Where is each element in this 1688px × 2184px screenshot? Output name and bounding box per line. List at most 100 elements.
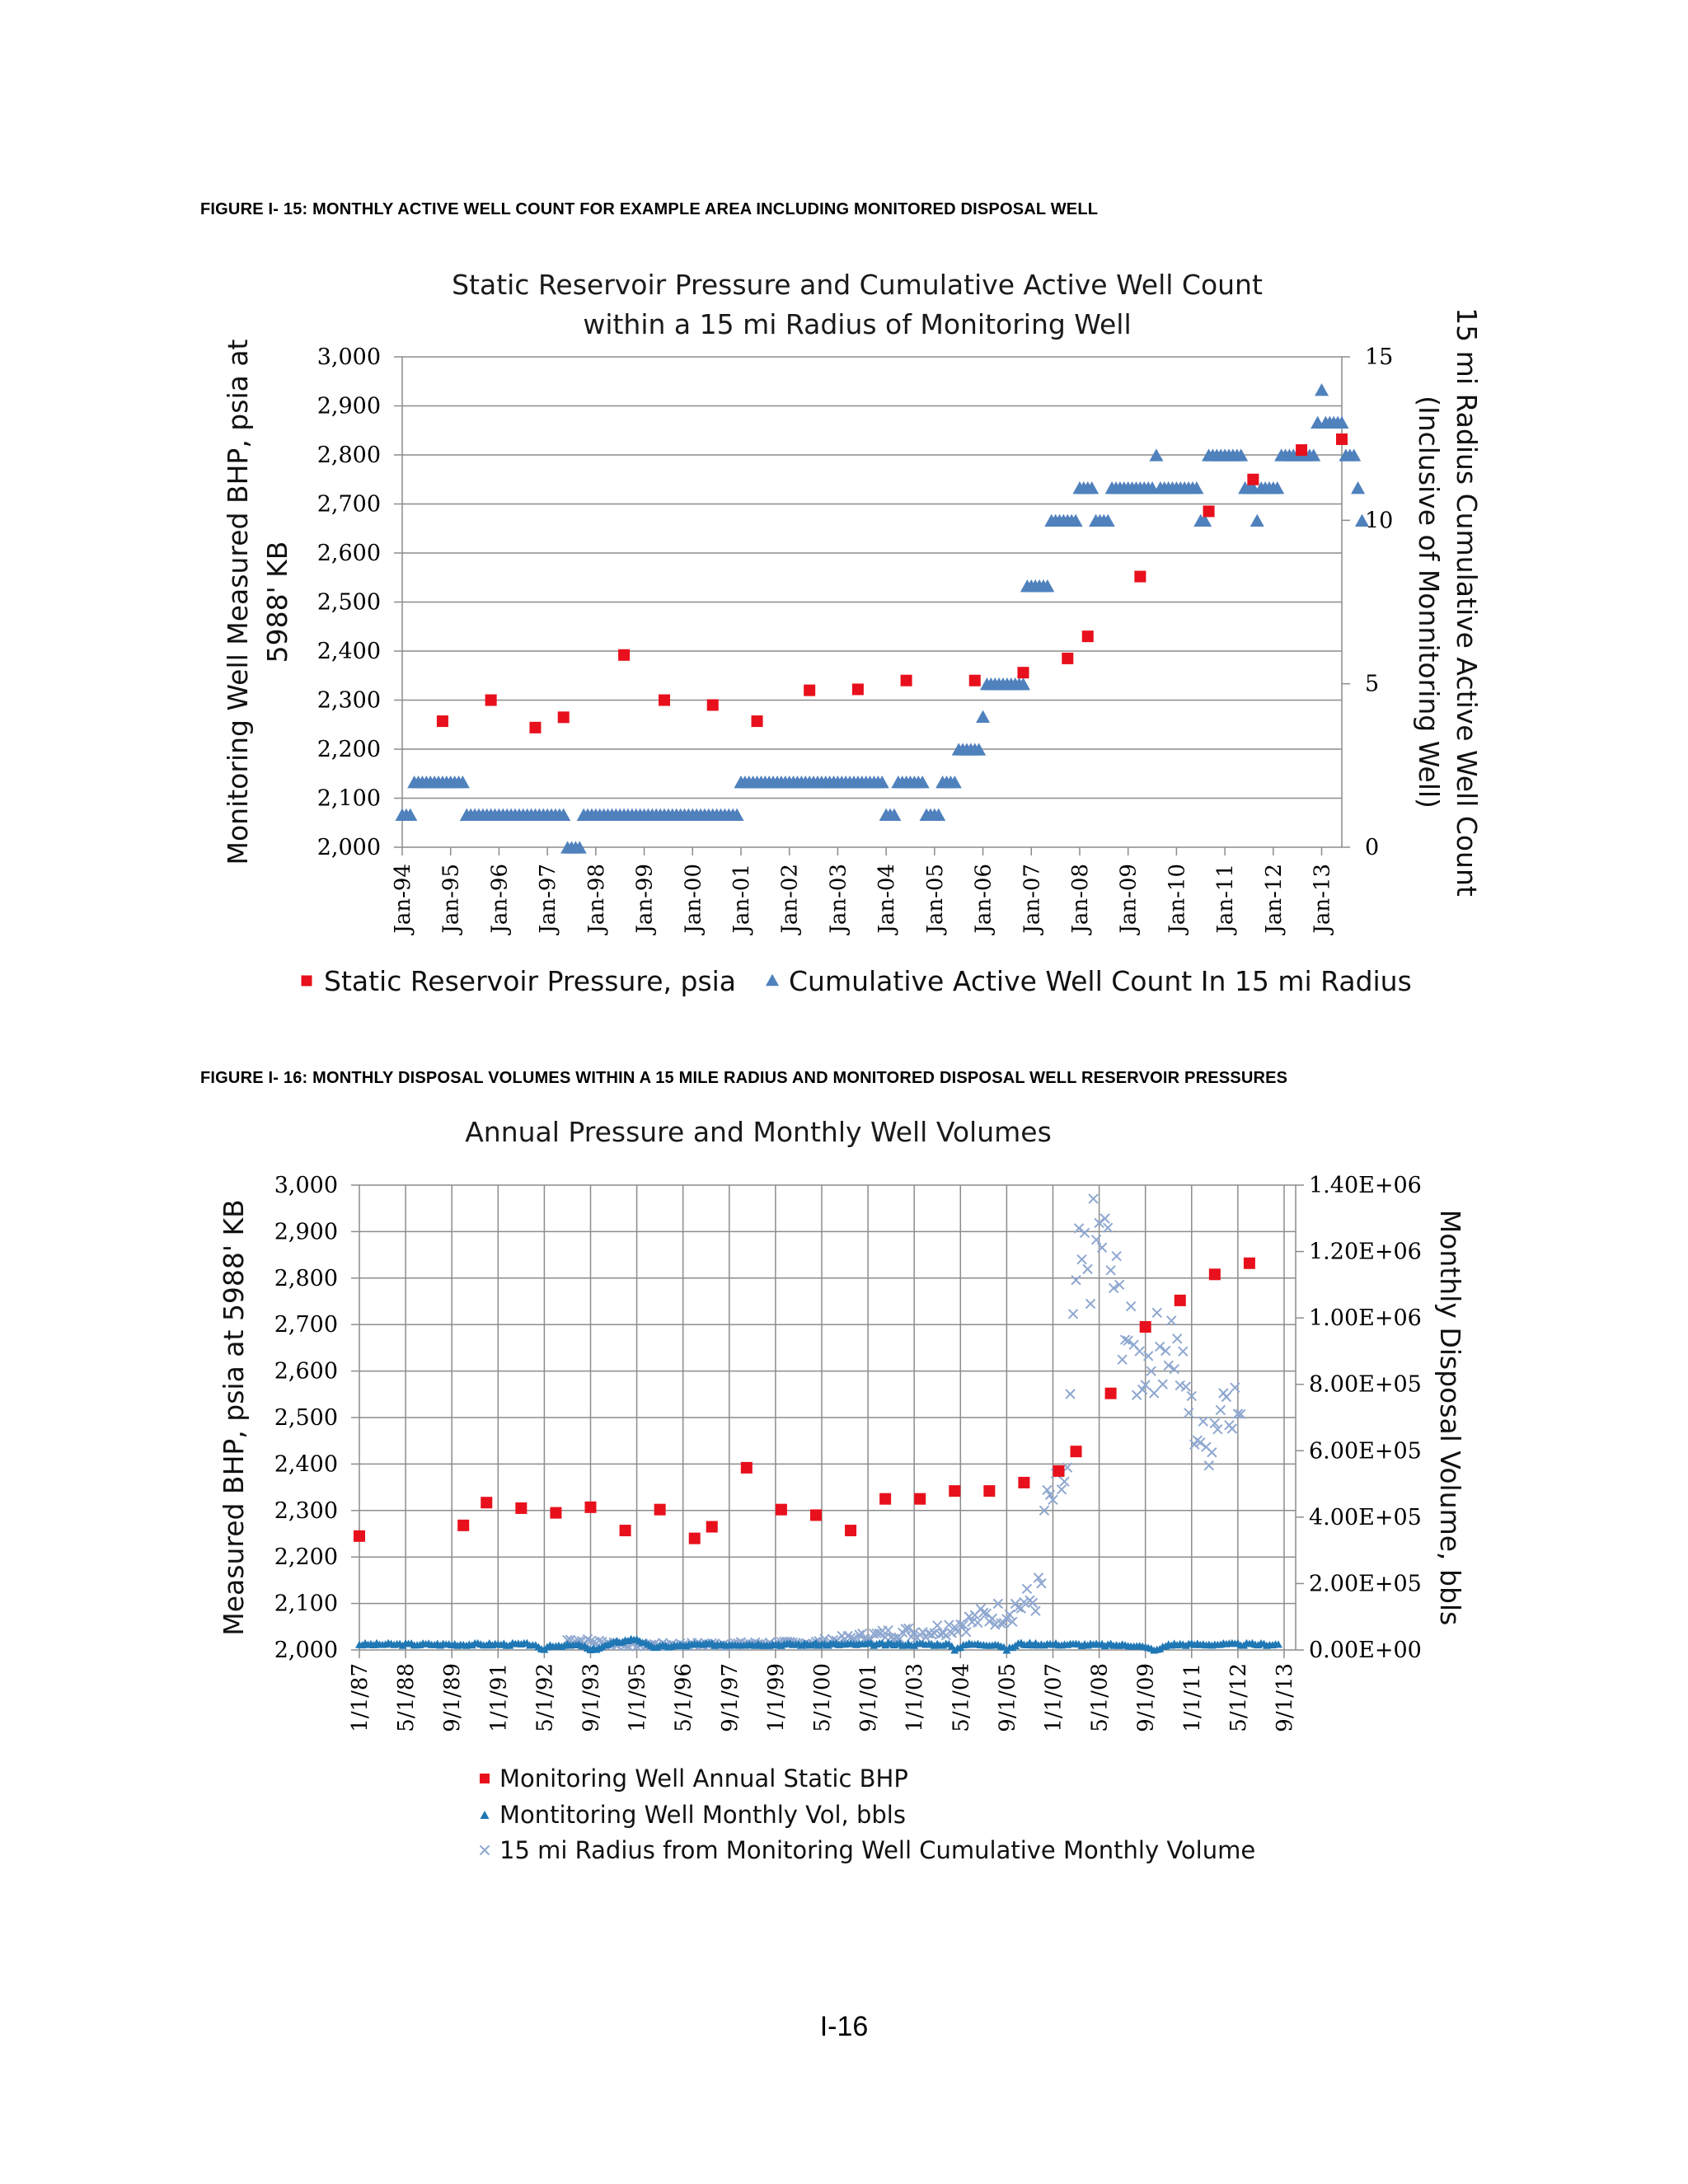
x-tick-label: Jan-98 (584, 864, 609, 936)
y2-tick-label: 10 (1365, 508, 1393, 533)
well-count-point (976, 710, 990, 723)
legend-label-monthly-volume: Montitoring Well Monthly Vol, bbls (499, 1801, 906, 1829)
pressure-point (1336, 434, 1348, 445)
annual-bhp-point (845, 1525, 856, 1536)
x-tick-label: 5/1/96 (672, 1663, 696, 1732)
pressure-point (529, 722, 541, 733)
cumulative-volume-point (1181, 1382, 1190, 1391)
x-tick-label: 1/1/99 (764, 1663, 789, 1732)
cumulative-volume-point (1083, 1264, 1092, 1273)
cumulative-volume-point (1077, 1255, 1086, 1264)
x-tick-label: 1/1/95 (626, 1663, 650, 1732)
cumulative-volume-point (1043, 1485, 1052, 1494)
cumulative-volume-point (1086, 1299, 1095, 1308)
x-tick-label: Jan-94 (391, 864, 415, 936)
pressure-point (969, 675, 981, 687)
legend-label-pressure: Static Reservoir Pressure, psia (324, 965, 736, 997)
chart-title: Annual Pressure and Monthly Well Volumes (465, 1116, 1052, 1148)
x-tick-label: Jan-06 (972, 864, 996, 936)
x-tick-label: Jan-96 (487, 864, 512, 936)
pressure-point (852, 683, 864, 695)
cumulative-volume-point (1066, 1390, 1075, 1399)
x-tick-label: Jan-97 (536, 864, 560, 936)
y2-tick-label: 8.00E+05 (1309, 1372, 1422, 1398)
annual-bhp-point (620, 1525, 631, 1536)
cumulative-volume-point (1152, 1308, 1161, 1317)
cumulative-volume-point (1135, 1347, 1144, 1356)
cumulative-volume-point (933, 1621, 942, 1630)
x-tick-label: Jan-01 (729, 864, 754, 936)
cumulative-volume-point (1150, 1389, 1159, 1398)
annual-bhp-point (810, 1509, 822, 1521)
pressure-point (707, 699, 719, 710)
y-tick-label: 2,800 (317, 443, 381, 468)
cumulative-volume-point (1167, 1316, 1176, 1325)
page-number: I-16 (0, 2011, 1688, 2043)
y-axis-label-line-1: Monitoring Well Measured BHP, psia at (222, 339, 254, 865)
x-tick-label: 5/1/88 (394, 1663, 419, 1732)
figure-caption-15: FIGURE I- 15: MONTHLY ACTIVE WELL COUNT … (200, 200, 1098, 219)
cumulative-volume-point (1156, 1342, 1165, 1351)
x-tick-label: 9/1/93 (579, 1663, 603, 1732)
legend-label-well-count: Cumulative Active Well Count In 15 mi Ra… (789, 965, 1412, 997)
cumulative-volume-point (1204, 1461, 1213, 1470)
y-tick-label: 2,600 (317, 541, 381, 566)
annual-bhp-point (1140, 1321, 1151, 1333)
cumulative-volume-point (1179, 1347, 1188, 1356)
x-tick-label: 5/1/92 (532, 1663, 557, 1732)
cumulative-volume-point (1022, 1584, 1031, 1593)
y2-tick-label: 2.00E+05 (1309, 1571, 1422, 1596)
cumulative-volume-point (1118, 1355, 1127, 1364)
x-tick-label: 9/1/01 (856, 1663, 881, 1732)
cumulative-volume-point (1069, 1310, 1078, 1319)
x-tick-label: 1/1/03 (903, 1663, 927, 1732)
annual-bhp-point (481, 1497, 492, 1508)
y-tick-label: 2,800 (274, 1266, 338, 1291)
annual-bhp-point (914, 1493, 926, 1505)
y2-tick-label: 1.20E+06 (1309, 1240, 1422, 1265)
y-tick-label: 2,200 (317, 737, 381, 762)
x-tick-label: Jan-95 (439, 864, 464, 936)
annual-bhp-point (689, 1533, 701, 1544)
cumulative-volume-point (1173, 1334, 1182, 1343)
y-tick-label: 2,300 (274, 1498, 338, 1524)
annual-bhp-point (706, 1521, 718, 1533)
legend-marker-bhp (480, 1774, 490, 1783)
pressure-point (1017, 667, 1029, 678)
pressure-point (804, 685, 815, 696)
y-tick-label: 2,000 (274, 1638, 338, 1663)
x-tick-label: 1/1/11 (1180, 1663, 1205, 1732)
y-tick-label: 2,600 (274, 1359, 338, 1385)
y2-tick-label: 5 (1365, 672, 1379, 697)
annual-bhp-point (354, 1530, 365, 1542)
x-tick-label: Jan-12 (1262, 864, 1287, 936)
legend-label-cumulative: 15 mi Radius from Monitoring Well Cumula… (499, 1836, 1255, 1864)
cumulative-volume-point (1106, 1266, 1115, 1275)
x-tick-label: 1/1/07 (1041, 1663, 1066, 1732)
cumulative-volume-point (1112, 1252, 1121, 1261)
y-tick-label: 2,300 (317, 688, 381, 714)
pressure-point (618, 649, 630, 661)
annual-bhp-point (550, 1507, 561, 1519)
y-tick-label: 2,200 (274, 1544, 338, 1570)
chart-pressure-well-count: Static Reservoir Pressure and Cumulative… (0, 247, 1688, 1005)
x-tick-label: Jan-05 (923, 864, 948, 936)
pressure-point (558, 711, 570, 723)
cumulative-volume-point (1158, 1380, 1167, 1389)
legend-label-bhp: Monitoring Well Annual Static BHP (499, 1765, 908, 1793)
cumulative-volume-point (1089, 1194, 1098, 1203)
pressure-point (1082, 630, 1094, 642)
y-tick-label: 2,500 (274, 1405, 338, 1431)
y2-tick-label: 4.00E+05 (1309, 1505, 1422, 1530)
x-tick-label: Jan-09 (1117, 864, 1142, 936)
annual-bhp-point (1071, 1446, 1082, 1457)
y2-axis-label-line-2: (Inclusive of Monnitoring Well) (1413, 396, 1445, 808)
legend-marker-well-count (766, 974, 779, 986)
annual-bhp-point (1105, 1388, 1117, 1399)
chart-title-line-2: within a 15 mi Radius of Monitoring Well (583, 308, 1131, 340)
cumulative-volume-point (1161, 1346, 1170, 1355)
x-tick-label: Jan-07 (1020, 864, 1044, 936)
well-count-point (1250, 514, 1264, 527)
x-tick-label: 9/1/13 (1273, 1663, 1297, 1732)
well-count-point (1315, 383, 1329, 396)
